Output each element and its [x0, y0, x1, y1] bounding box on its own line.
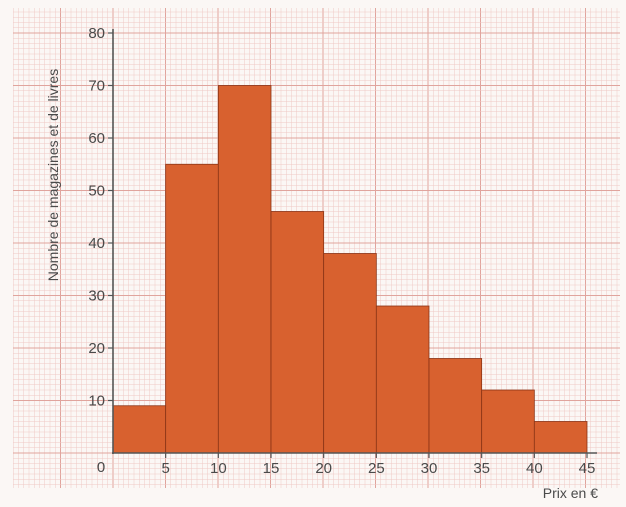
x-tick-label: 25: [368, 460, 385, 477]
histogram-bar: [112, 405, 167, 454]
y-tick-label: 20: [88, 340, 105, 357]
x-axis-title: Prix en €: [543, 485, 598, 501]
y-tick-label: 30: [88, 288, 105, 305]
histogram-bar: [428, 358, 483, 454]
x-tick-label: 30: [421, 460, 438, 477]
x-tick-label: 15: [263, 460, 280, 477]
histogram-bar: [481, 389, 535, 454]
x-tick-label: 20: [315, 460, 332, 477]
histogram-bar: [270, 211, 325, 454]
axes: [108, 29, 597, 458]
y-axis-title: Nombre de magazines et de livres: [45, 69, 61, 281]
histogram-bar: [375, 305, 430, 454]
histogram-bar: [323, 253, 377, 454]
y-tick-label: 10: [88, 393, 105, 410]
histogram-bar: [217, 85, 272, 454]
y-tick-label: 80: [88, 25, 105, 42]
y-tick-label: 50: [88, 183, 105, 200]
histogram-bar: [165, 163, 219, 454]
x-tick-label: 5: [161, 460, 169, 477]
y-tick-labels: 10 20 30 40 50 60 70 80: [88, 25, 105, 410]
y-tick-label: 60: [88, 130, 105, 147]
x-tick-label: 35: [473, 460, 490, 477]
x-tick-labels: 5 10 15 20 25 30 35 40 45: [161, 460, 595, 477]
histogram-bar: [533, 421, 588, 454]
origin-label: 0: [97, 459, 105, 476]
y-tick-label: 70: [88, 78, 105, 95]
x-tick-label: 10: [210, 460, 227, 477]
x-tick-label: 40: [526, 460, 543, 477]
y-tick-label: 40: [88, 235, 105, 252]
x-tick-label: 45: [579, 460, 596, 477]
bars: [112, 85, 588, 454]
